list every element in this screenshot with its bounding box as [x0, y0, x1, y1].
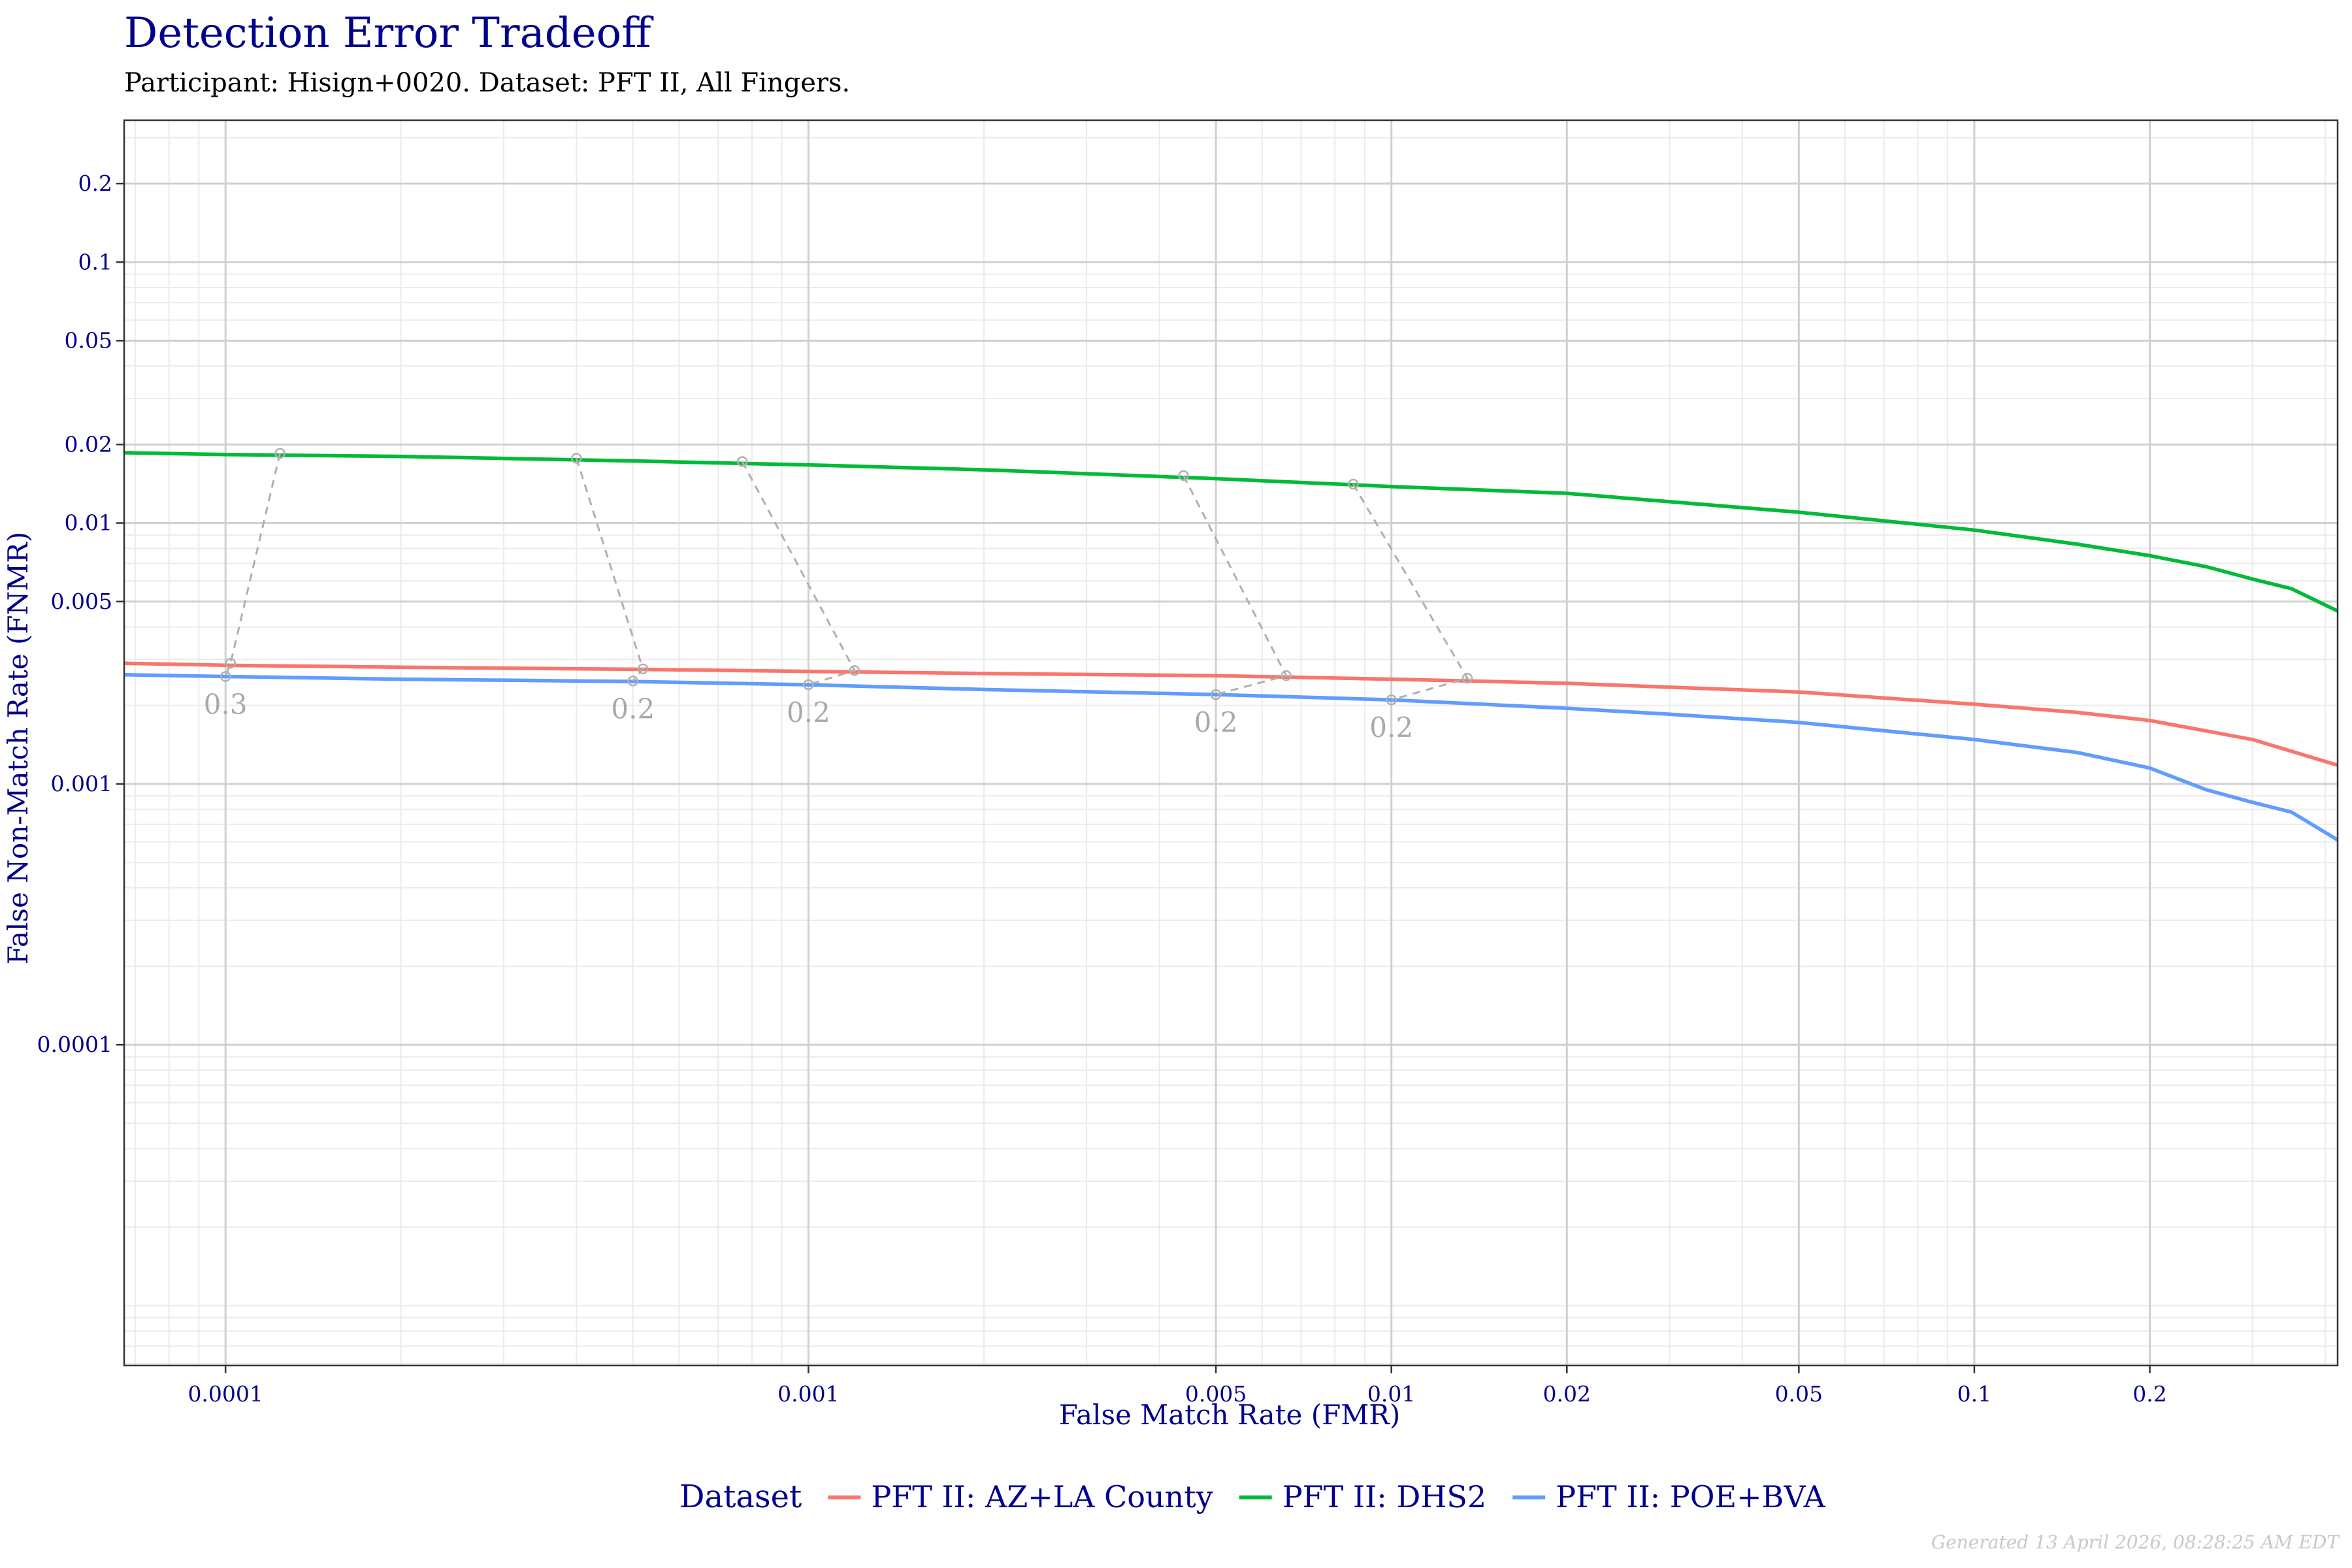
- generated-timestamp: Generated 13 April 2026, 08:28:25 AM EDT: [1931, 1531, 2341, 1553]
- major-gridlines: [124, 120, 2338, 1365]
- threshold-label: 0.3: [204, 689, 248, 721]
- x-tick-label: 0.02: [1543, 1381, 1591, 1407]
- threshold-connector: [575, 458, 644, 682]
- x-tick-label: 0.01: [1367, 1381, 1415, 1407]
- y-axis-title: False Non-Match Rate (FNMR): [2, 532, 34, 965]
- y-tick-label: 0.005: [51, 589, 112, 614]
- threshold-point: [1281, 670, 1292, 681]
- legend-label: PFT II: DHS2: [1282, 1479, 1486, 1514]
- legend-title: Dataset: [679, 1478, 802, 1515]
- threshold-annotations: 0.3 0.2 0.2 0.2 0.2: [204, 448, 1473, 743]
- threshold-connector: [1183, 475, 1288, 696]
- threshold-point: [803, 679, 814, 691]
- threshold-point: [220, 671, 231, 682]
- threshold-point: [225, 657, 237, 669]
- threshold-label: 0.2: [611, 693, 655, 725]
- threshold-connector: [741, 461, 857, 686]
- x-axis-ticks: 0.0001 0.001 0.005 0.01 0.02 0.05 0.1 0.2: [188, 1365, 2167, 1407]
- threshold-point: [637, 663, 649, 675]
- y-tick-label: 0.0001: [37, 1032, 112, 1057]
- x-tick-label: 0.1: [1957, 1381, 1991, 1407]
- series-line: [123, 451, 2339, 613]
- legend-label: PFT II: POE+BVA: [1556, 1479, 1825, 1514]
- x-tick-label: 0.05: [1775, 1381, 1823, 1407]
- plot-panel-border: [123, 119, 2339, 1367]
- threshold-connector: [1352, 483, 1469, 701]
- threshold-point: [627, 676, 639, 687]
- threshold-point: [849, 665, 860, 676]
- series-lines: [123, 451, 2339, 841]
- x-tick-label: 0.0001: [188, 1381, 263, 1407]
- threshold-point: [736, 456, 748, 467]
- threshold-label: 0.2: [1194, 706, 1238, 738]
- threshold-point: [1178, 470, 1189, 482]
- x-tick-label: 0.005: [1185, 1381, 1247, 1407]
- y-tick-label: 0.2: [78, 171, 112, 196]
- threshold-point: [1347, 478, 1359, 490]
- threshold-point: [274, 448, 286, 459]
- y-axis-ticks: 0.0001 0.001 0.005 0.01 0.02 0.05 0.1 0.2: [37, 171, 124, 1057]
- chart-subtitle: Participant: Hisign+0020. Dataset: PFT I…: [124, 68, 850, 98]
- threshold-label: 0.2: [787, 696, 830, 728]
- y-tick-label: 0.02: [65, 431, 112, 457]
- y-tick-label: 0.001: [51, 771, 112, 796]
- threshold-label: 0.2: [1369, 711, 1413, 743]
- legend-label: PFT II: AZ+LA County: [871, 1479, 1213, 1514]
- threshold-connector: [224, 453, 281, 678]
- x-tick-label: 0.001: [777, 1381, 839, 1407]
- x-axis-title: False Match Rate (FMR): [1059, 1399, 1401, 1431]
- threshold-point: [1462, 672, 1473, 684]
- y-tick-label: 0.05: [65, 327, 112, 353]
- y-tick-label: 0.1: [78, 249, 112, 274]
- threshold-point: [1210, 689, 1222, 700]
- legend: Dataset PFT II: AZ+LA County PFT II: DHS2…: [679, 1478, 1825, 1515]
- threshold-point: [571, 453, 582, 464]
- x-tick-label: 0.2: [2132, 1381, 2166, 1407]
- series-line: [123, 673, 2339, 841]
- chart-title: Detection Error Tradeoff: [124, 9, 654, 57]
- y-tick-label: 0.01: [65, 510, 112, 536]
- threshold-point: [1386, 694, 1397, 706]
- series-line: [123, 661, 2338, 767]
